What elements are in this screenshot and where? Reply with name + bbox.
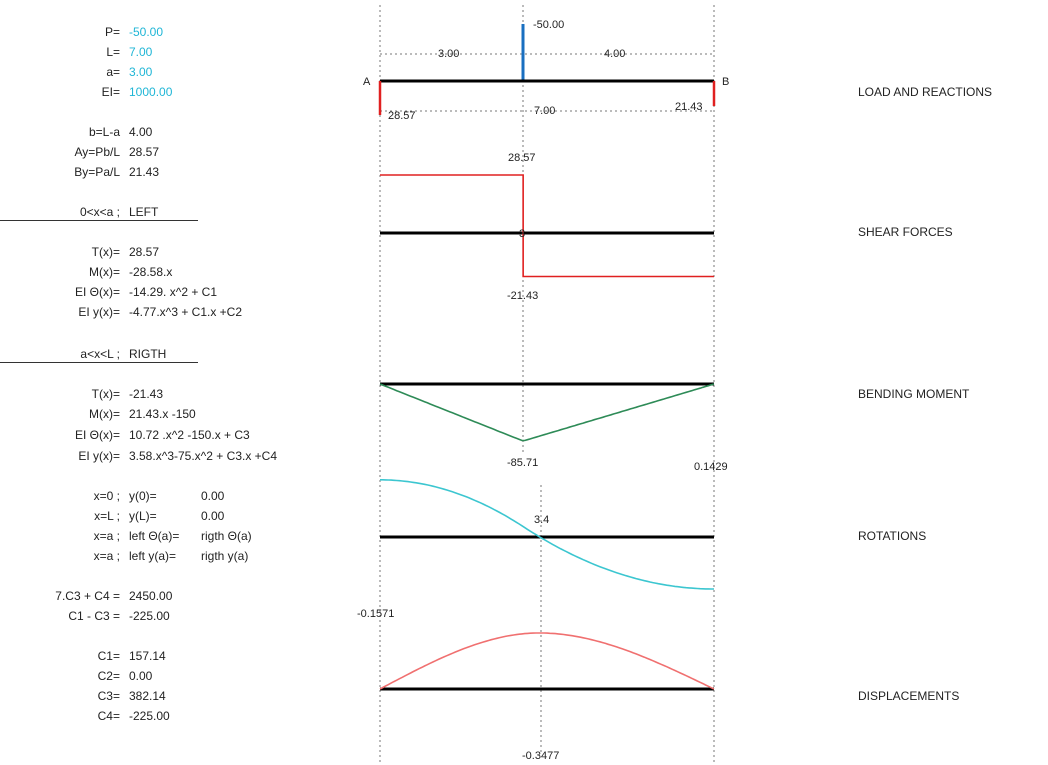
- system-1-label: 7.C3 + C4 =: [55, 589, 120, 603]
- displacement-curve: [379, 632, 715, 690]
- bc-3-label: x=a ;: [93, 529, 120, 543]
- left-y-value: -4.77.x^3 + C1.x +C2: [129, 305, 243, 319]
- const-c3-value: 382.14: [129, 689, 166, 703]
- const-c2-label: C2=: [97, 669, 120, 683]
- reaction-b-label: 21.43: [675, 101, 703, 113]
- title-shear-forces: SHEAR FORCES: [858, 225, 953, 239]
- rotation-curve: [380, 478, 714, 590]
- right-theta-label: EI Θ(x)=: [74, 428, 120, 442]
- left-t-label: T(x)=: [91, 245, 120, 259]
- input-p-value: -50.00: [129, 25, 164, 39]
- shear-curve: [380, 174, 714, 278]
- title-load-reactions: LOAD AND REACTIONS: [858, 85, 993, 99]
- rotation-zero-label: 3.4: [534, 514, 549, 526]
- input-l-value: 7.00: [129, 45, 153, 59]
- right-t-label: T(x)=: [91, 387, 120, 401]
- derived-b-value: 4.00: [129, 125, 153, 139]
- left-m-value: -28.58.x: [129, 265, 173, 279]
- right-header-label: a<x<L ;: [80, 347, 120, 361]
- derived-by-label: By=Pa/L: [74, 165, 120, 179]
- load-value-label: -50.00: [533, 19, 564, 31]
- left-theta-value: -14.29. x^2 + C1: [129, 285, 218, 299]
- shear-pos-label: 28.57: [508, 152, 536, 164]
- left-header-value: LEFT: [129, 205, 159, 219]
- dim-a-label: 3.00: [438, 48, 459, 60]
- input-ei-value: 1000.00: [129, 85, 173, 99]
- shear-neg-label: -21.43: [507, 290, 538, 302]
- system-2-label: C1 - C3 =: [68, 609, 120, 623]
- bc-2-label: x=L ;: [94, 509, 120, 523]
- left-t-value: 28.57: [129, 245, 160, 259]
- right-header-value: RIGTH: [129, 347, 167, 361]
- bc-1-mid: y(0)=: [129, 489, 157, 503]
- derived-b-label: b=L-a: [88, 125, 120, 139]
- left-header-label: 0<x<a ;: [79, 205, 120, 219]
- bc-2-value: 0.00: [201, 509, 225, 523]
- left-separator: [0, 220, 198, 221]
- right-separator: [0, 362, 198, 363]
- const-c1-label: C1=: [97, 649, 120, 663]
- right-y-value: 3.58.x^3-75.x^2 + C3.x +C4: [129, 449, 278, 463]
- input-l-label: L=: [106, 45, 120, 59]
- moment-min-label: -85.71: [507, 457, 538, 469]
- title-rotations: ROTATIONS: [858, 529, 927, 543]
- rotation-min-label: -0.1571: [357, 608, 394, 620]
- bc-2-mid: y(L)=: [129, 509, 157, 523]
- right-theta-value: 10.72 .x^2 -150.x + C3: [129, 428, 250, 442]
- support-b-label: B: [722, 76, 729, 88]
- const-c3-label: C3=: [97, 689, 120, 703]
- dim-l-label: 7.00: [534, 105, 555, 117]
- moment-curve: [379, 383, 715, 442]
- right-y-label: EI y(x)=: [78, 449, 120, 463]
- right-m-value: 21.43.x -150: [129, 407, 196, 421]
- right-m-label: M(x)=: [89, 407, 120, 421]
- rotation-max-label: 0.1429: [694, 461, 728, 473]
- shear-zero-label: 3: [519, 228, 525, 240]
- input-ei-label: EI=: [101, 85, 120, 99]
- bc-4-label: x=a ;: [93, 549, 120, 563]
- system-1-value: 2450.00: [129, 589, 173, 603]
- dim-b-label: 4.00: [604, 48, 625, 60]
- displacement-min-label: -0.3477: [522, 750, 559, 762]
- derived-ay-value: 28.57: [129, 145, 160, 159]
- title-bending-moment: BENDING MOMENT: [858, 387, 970, 401]
- derived-by-value: 21.43: [129, 165, 160, 179]
- input-p-label: P=: [104, 25, 120, 39]
- bc-4-value: rigth y(a): [201, 549, 249, 563]
- bc-4-mid: left y(a)=: [129, 549, 177, 563]
- title-displacements: DISPLACEMENTS: [858, 689, 960, 703]
- left-m-label: M(x)=: [89, 265, 120, 279]
- system-2-value: -225.00: [129, 609, 170, 623]
- bc-1-label: x=0 ;: [93, 489, 120, 503]
- bc-1-value: 0.00: [201, 489, 225, 503]
- left-y-label: EI y(x)=: [78, 305, 120, 319]
- const-c1-value: 157.14: [129, 649, 166, 663]
- bc-3-mid: left Θ(a)=: [129, 529, 180, 543]
- const-c2-value: 0.00: [129, 669, 153, 683]
- bc-3-value: rigth Θ(a): [201, 529, 252, 543]
- left-theta-label: EI Θ(x)=: [74, 285, 120, 299]
- derived-ay-label: Ay=Pb/L: [74, 145, 120, 159]
- input-a-label: a=: [106, 65, 120, 79]
- reaction-a-label: 28.57: [388, 110, 416, 122]
- support-a-label: A: [363, 76, 371, 88]
- const-c4-label: C4=: [97, 709, 120, 723]
- const-c4-value: -225.00: [129, 709, 170, 723]
- right-t-value: -21.43: [129, 387, 164, 401]
- input-a-value: 3.00: [129, 65, 153, 79]
